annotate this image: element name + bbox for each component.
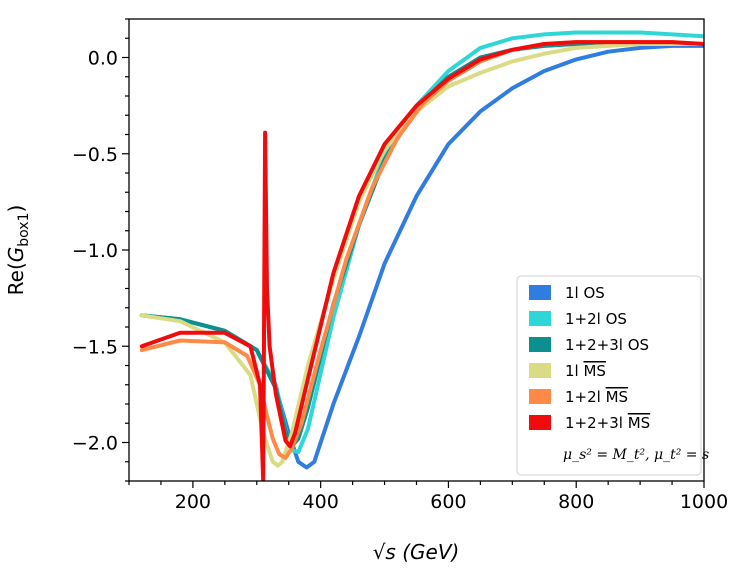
legend-swatch (529, 337, 551, 352)
legend-swatch (529, 363, 551, 378)
x-axis: 200 400 600 800 1000 (128, 481, 728, 513)
legend: 1l OS 1+2l OS 1+2+3l OS 1l MS 1+2l MS 1+2+3l … (516, 275, 709, 476)
x-tick-label: 600 (430, 491, 466, 513)
y-tick-label: −1.5 (72, 336, 118, 358)
legend-swatch (529, 415, 551, 430)
x-tick-label: 800 (558, 491, 594, 513)
y-tick-label: 0.0 (88, 48, 118, 70)
legend-label: 1+2l OS (565, 310, 627, 328)
y-tick-label: −0.5 (72, 144, 118, 166)
legend-box (516, 275, 702, 476)
x-tick-label: 1000 (680, 491, 728, 513)
legend-label: 1l MS (565, 362, 606, 380)
x-tick-label: 400 (303, 491, 339, 513)
x-axis-title: √s (GeV) (373, 540, 460, 564)
legend-swatch (529, 285, 551, 300)
y-tick-label: −2.0 (72, 433, 118, 455)
legend-note: μ_s² = M_t², μ_t² = s (563, 447, 709, 463)
y-axis: 0.0 −0.5 −1.0 −1.5 −2.0 (72, 18, 129, 482)
series-group (139, 30, 704, 481)
y-tick-label: −1.0 (72, 240, 118, 262)
legend-swatch (529, 311, 551, 326)
y-axis-title: Re(Gbox1) (4, 205, 32, 296)
legend-swatch (529, 389, 551, 404)
x-tick-label: 200 (175, 491, 211, 513)
legend-label: 1+2+3l OS (565, 336, 649, 354)
legend-label: 1+2l MS (565, 388, 628, 406)
legend-label: 1+2+3l MS (565, 414, 650, 432)
legend-label: 1l OS (565, 284, 605, 302)
series-line-6 (139, 40, 704, 481)
